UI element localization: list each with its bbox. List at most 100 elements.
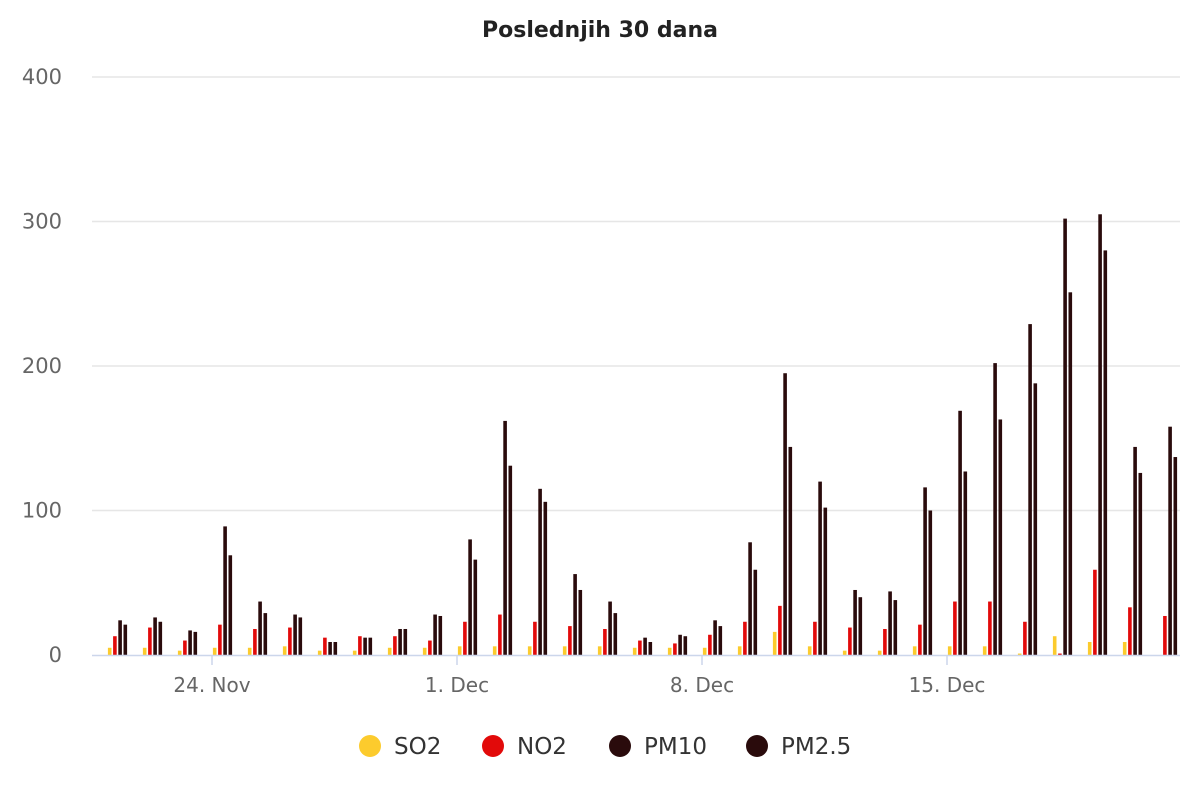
bar-so2-27[interactable] — [1017, 653, 1022, 655]
bar-pm25-6[interactable] — [298, 617, 303, 655]
bar-pm10-3[interactable] — [188, 630, 192, 655]
bar-so2-23[interactable] — [877, 650, 882, 655]
bar-no2-31[interactable] — [1163, 615, 1167, 655]
bar-no2-15[interactable] — [603, 628, 607, 655]
legend-item-pm25[interactable]: PM2.5 — [746, 734, 851, 760]
legend-item-so2[interactable]: SO2 — [359, 734, 441, 760]
bar-pm10-9[interactable] — [398, 628, 402, 655]
bar-so2-1[interactable] — [107, 647, 112, 655]
bar-so2-15[interactable] — [597, 646, 602, 655]
bar-pm25-15[interactable] — [613, 613, 618, 655]
bar-so2-2[interactable] — [142, 647, 147, 655]
bar-no2-6[interactable] — [288, 627, 292, 655]
bar-so2-7[interactable] — [317, 650, 322, 655]
bar-pm25-12[interactable] — [508, 465, 513, 655]
bar-pm10-28[interactable] — [1063, 218, 1067, 656]
bar-pm10-1[interactable] — [118, 620, 122, 655]
bar-so2-22[interactable] — [842, 650, 847, 655]
bar-pm10-17[interactable] — [678, 634, 682, 655]
bar-pm25-18[interactable] — [718, 626, 723, 655]
bar-so2-29[interactable] — [1087, 641, 1092, 655]
bar-no2-14[interactable] — [568, 626, 572, 655]
bar-pm10-22[interactable] — [853, 589, 857, 655]
bar-no2-29[interactable] — [1093, 569, 1097, 655]
bar-pm25-28[interactable] — [1068, 292, 1073, 655]
bar-pm25-1[interactable] — [123, 624, 128, 655]
bar-pm10-15[interactable] — [608, 601, 612, 655]
bar-pm25-20[interactable] — [788, 446, 793, 655]
bar-no2-18[interactable] — [708, 634, 712, 655]
bar-pm25-3[interactable] — [193, 631, 198, 655]
bar-no2-7[interactable] — [323, 637, 327, 655]
bar-pm25-31[interactable] — [1173, 457, 1178, 655]
bar-no2-8[interactable] — [358, 636, 362, 655]
bar-pm10-30[interactable] — [1133, 446, 1137, 655]
bar-pm25-7[interactable] — [333, 641, 338, 655]
bar-so2-28[interactable] — [1052, 636, 1057, 655]
bar-so2-21[interactable] — [807, 646, 812, 655]
bar-pm25-14[interactable] — [578, 589, 583, 655]
bar-pm25-9[interactable] — [403, 628, 408, 655]
bar-no2-17[interactable] — [673, 643, 677, 655]
bar-pm25-27[interactable] — [1033, 383, 1038, 655]
bar-pm25-30[interactable] — [1138, 472, 1143, 655]
bar-no2-13[interactable] — [533, 621, 537, 655]
bar-no2-2[interactable] — [148, 627, 152, 655]
bar-so2-25[interactable] — [947, 646, 952, 655]
bar-so2-8[interactable] — [352, 650, 357, 655]
bar-no2-9[interactable] — [393, 636, 397, 655]
bar-so2-13[interactable] — [527, 646, 532, 655]
bar-so2-12[interactable] — [492, 646, 497, 655]
bar-pm10-25[interactable] — [958, 410, 962, 655]
bar-pm10-14[interactable] — [573, 574, 577, 655]
legend-item-pm10[interactable]: PM10 — [609, 734, 707, 760]
bar-pm25-10[interactable] — [438, 615, 443, 655]
bar-no2-22[interactable] — [848, 627, 852, 655]
bar-no2-11[interactable] — [463, 621, 467, 655]
bar-pm25-29[interactable] — [1103, 250, 1108, 655]
bar-no2-30[interactable] — [1128, 607, 1132, 655]
bar-no2-16[interactable] — [638, 640, 642, 655]
bar-pm10-6[interactable] — [293, 614, 297, 655]
bar-so2-5[interactable] — [247, 647, 252, 655]
bar-no2-26[interactable] — [988, 601, 992, 655]
bar-so2-11[interactable] — [457, 646, 462, 655]
bar-so2-17[interactable] — [667, 647, 672, 655]
bar-pm10-18[interactable] — [713, 620, 717, 655]
bar-pm10-7[interactable] — [328, 641, 332, 655]
bar-so2-30[interactable] — [1122, 641, 1127, 655]
bar-pm10-27[interactable] — [1028, 324, 1032, 655]
bar-pm10-5[interactable] — [258, 601, 262, 655]
bar-so2-6[interactable] — [282, 646, 287, 655]
bar-pm25-16[interactable] — [648, 641, 653, 655]
bar-pm10-31[interactable] — [1168, 426, 1172, 655]
bar-no2-20[interactable] — [778, 605, 782, 655]
bar-pm10-2[interactable] — [153, 617, 157, 655]
bar-no2-3[interactable] — [183, 640, 187, 655]
bar-pm25-21[interactable] — [823, 507, 828, 655]
bar-pm10-23[interactable] — [888, 591, 892, 655]
bar-pm25-17[interactable] — [683, 636, 688, 655]
bar-pm25-23[interactable] — [893, 600, 898, 655]
bar-pm25-8[interactable] — [368, 637, 373, 655]
bar-no2-24[interactable] — [918, 624, 922, 655]
bar-so2-19[interactable] — [737, 646, 742, 655]
bar-pm10-21[interactable] — [818, 481, 822, 655]
bar-pm25-4[interactable] — [228, 555, 233, 655]
bar-no2-4[interactable] — [218, 624, 222, 655]
bar-pm25-2[interactable] — [158, 621, 163, 655]
bar-so2-9[interactable] — [387, 647, 392, 655]
bar-no2-25[interactable] — [953, 601, 957, 655]
bar-no2-12[interactable] — [498, 614, 502, 655]
bar-no2-10[interactable] — [428, 640, 432, 655]
bar-so2-26[interactable] — [982, 646, 987, 655]
bar-no2-19[interactable] — [743, 621, 747, 655]
bar-pm25-22[interactable] — [858, 597, 863, 655]
bar-pm25-19[interactable] — [753, 569, 758, 655]
bar-no2-1[interactable] — [113, 636, 117, 655]
bar-pm10-26[interactable] — [993, 363, 997, 655]
bar-pm10-4[interactable] — [223, 526, 227, 655]
legend[interactable]: SO2 NO2 PM10 PM2.5 — [359, 734, 851, 760]
bar-so2-14[interactable] — [562, 646, 567, 655]
bar-no2-27[interactable] — [1023, 621, 1027, 655]
